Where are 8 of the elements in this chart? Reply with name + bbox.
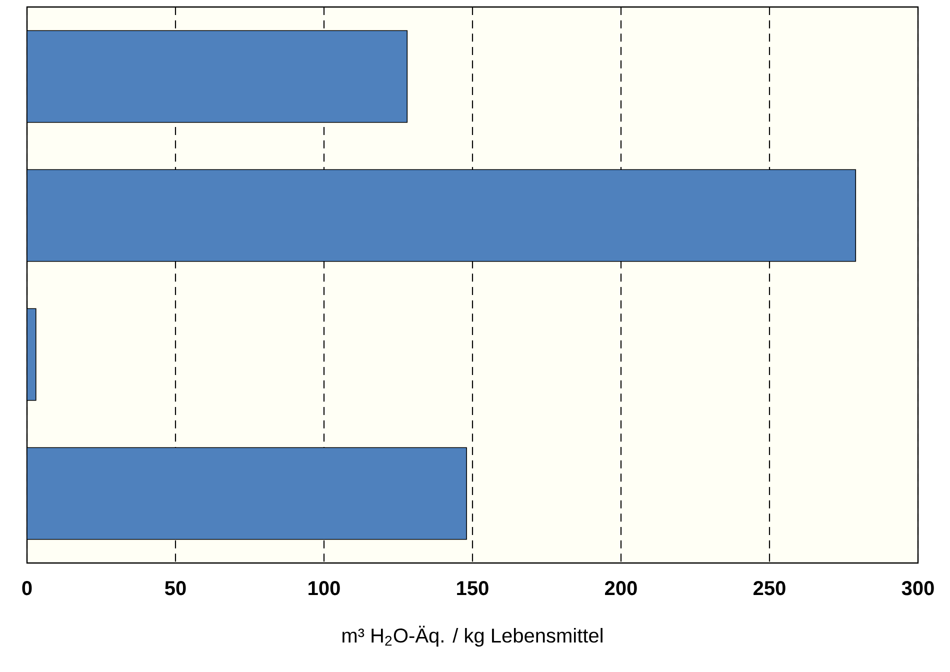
x-tick-label: 200 [605, 581, 637, 596]
x-tick-label: 300 [902, 581, 934, 596]
x-tick-label: 250 [754, 581, 786, 596]
x-tick-label: 0 [22, 581, 32, 596]
x-tick-label: 150 [457, 581, 488, 596]
x-axis-title: m³ H$_{2}$O-Äq. / kg Lebensmittel [342, 626, 602, 647]
x-tick-label: 50 [164, 581, 186, 596]
x-tick-label: 100 [308, 581, 340, 596]
